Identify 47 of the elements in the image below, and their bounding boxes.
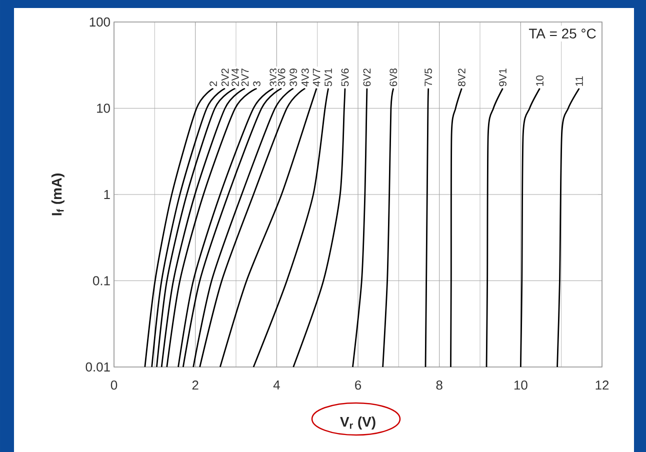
text: 6V8 — [390, 68, 398, 86]
y-tick-label: 1 — [104, 190, 110, 199]
y-axis-title: I$_{f}$ (mA) — [51, 174, 64, 216]
x-tick-label: 4 — [273, 380, 280, 390]
text: 6V2 — [363, 68, 371, 86]
x-axis-title: V$_{r}$ (V) — [340, 416, 376, 430]
line-series — [192, 88, 294, 368]
line-series — [486, 88, 504, 368]
text: 4V3 — [301, 68, 309, 86]
y-tick-label: 10 — [97, 104, 110, 113]
annotation: TA = 25 °C — [528, 28, 596, 39]
text: 9V1 — [499, 68, 506, 86]
line-series — [520, 88, 540, 368]
text: 3 — [253, 81, 260, 86]
x-tick-label: 2 — [192, 380, 198, 390]
line-series — [450, 88, 462, 368]
text: 11 — [576, 76, 583, 86]
text: 3V6 — [278, 68, 286, 86]
text: 3V9 — [290, 68, 298, 86]
y-tick-label: 0.01 — [86, 362, 110, 372]
line-series — [352, 88, 368, 368]
line-series — [166, 88, 258, 368]
text: 8V2 — [458, 68, 466, 86]
x-tick-label: 10 — [514, 380, 528, 390]
text: 2V4 — [232, 68, 239, 86]
text: 4V7 — [312, 68, 320, 86]
y-tick-label: 100 — [90, 17, 110, 27]
line-series — [151, 88, 226, 368]
text: 2 — [210, 81, 217, 86]
x-tick-label: 8 — [436, 380, 442, 390]
line-series — [424, 88, 430, 368]
text: 10 — [536, 75, 544, 86]
x-tick-label: 0 — [110, 380, 118, 390]
text: 5V1 — [324, 68, 332, 86]
y-tick-label: 0.1 — [92, 276, 110, 286]
x-tick-label: 12 — [596, 380, 609, 390]
line-series — [292, 88, 346, 368]
text: 2V7 — [241, 68, 249, 86]
line-series — [199, 88, 306, 368]
text: 5V6 — [341, 68, 349, 86]
line-series — [160, 88, 246, 368]
line-series — [144, 88, 214, 368]
line-series — [252, 88, 330, 368]
x-tick-label: 6 — [355, 380, 362, 390]
line-series — [556, 88, 580, 368]
text: 7V5 — [424, 68, 432, 86]
text: 2V2 — [221, 68, 229, 86]
